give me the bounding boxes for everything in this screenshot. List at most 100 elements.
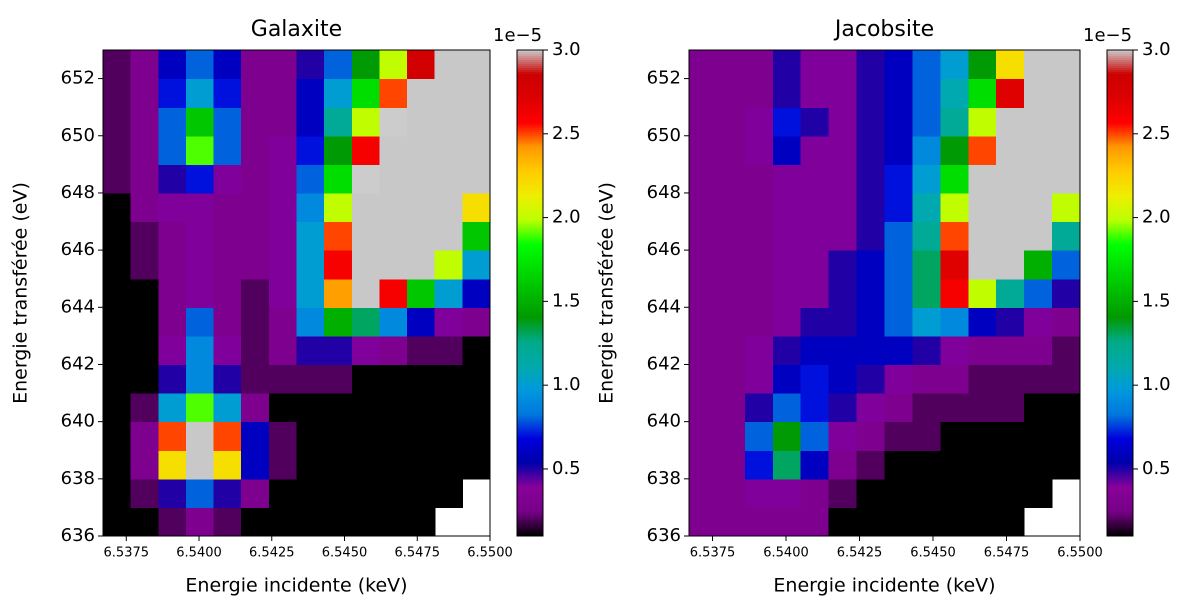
heatmap-cell: [689, 107, 718, 137]
colorbar-step: [517, 178, 543, 181]
heatmap-cell: [689, 393, 718, 423]
colorbar-step: [1107, 508, 1133, 511]
colorbar-step: [517, 472, 543, 475]
heatmap-cell: [351, 221, 381, 251]
heatmap-cell: [379, 50, 408, 80]
colorbar-step: [1107, 208, 1133, 211]
colorbar-step: [517, 200, 543, 203]
colorbar-step: [1107, 360, 1133, 363]
heatmap-cell: [241, 135, 270, 165]
heatmap-cell: [379, 335, 408, 366]
heatmap-cell: [185, 335, 215, 366]
colorbar-step: [1107, 192, 1133, 195]
heatmap-cell: [268, 164, 298, 194]
colorbar-step: [1107, 178, 1133, 181]
colorbar-step: [517, 382, 543, 385]
heatmap-cell: [1052, 78, 1081, 108]
colorbar-step: [1107, 466, 1133, 469]
heatmap-cell: [1052, 335, 1081, 366]
heatmap-cell: [689, 278, 718, 308]
colorbar-step: [1107, 50, 1133, 53]
colorbar-step: [1107, 286, 1133, 289]
heatmap-cell: [379, 421, 408, 451]
heatmap-cell: [434, 278, 463, 308]
heatmap-cell: [407, 507, 436, 537]
heatmap-cell: [996, 250, 1025, 280]
colorbar-step: [517, 156, 543, 159]
colorbar-step: [517, 230, 543, 233]
heatmap-cell: [996, 50, 1025, 80]
heatmap-cell: [940, 107, 969, 137]
colorbar-step: [1107, 344, 1133, 347]
heatmap-cell: [434, 478, 463, 509]
colorbar-step: [517, 224, 543, 227]
heatmap-cell: [213, 364, 242, 394]
heatmap-cell: [213, 478, 242, 509]
heatmap-cell: [912, 507, 941, 537]
colorbar-step: [1107, 138, 1133, 141]
heatmap-cell: [884, 107, 914, 137]
colorbar-step: [1107, 126, 1133, 129]
heatmap-cell: [772, 278, 802, 308]
colorbar-step: [517, 88, 543, 91]
heatmap-cell: [268, 421, 298, 451]
heatmap-cell: [856, 278, 886, 308]
colorbar-tick-label: 3.0: [552, 39, 581, 60]
colorbar-step: [1107, 404, 1133, 407]
heatmap-cell: [268, 50, 298, 80]
colorbar-step: [1107, 450, 1133, 453]
heatmap-cell: [434, 192, 463, 223]
heatmap-cell: [689, 307, 718, 337]
heatmap-cell: [884, 164, 914, 194]
colorbar-step: [1107, 474, 1133, 477]
colorbar-step: [517, 164, 543, 167]
heatmap-cell: [185, 393, 215, 423]
heatmap-cell: [351, 164, 381, 194]
colorbar-step: [1107, 434, 1133, 437]
heatmap-cell: [968, 107, 997, 137]
y-tick-label: 650: [61, 125, 95, 146]
colorbar-step: [1107, 280, 1133, 283]
colorbar-step: [517, 92, 543, 95]
heatmap-cell: [800, 78, 830, 108]
heatmap-cell: [268, 335, 298, 366]
heatmap-cell: [772, 192, 802, 223]
heatmap-cell: [213, 335, 242, 366]
heatmap-cell: [772, 135, 802, 165]
colorbar-step: [1107, 298, 1133, 301]
heatmap-cell: [716, 507, 746, 537]
colorbar-step: [517, 58, 543, 61]
colorbar-step: [517, 456, 543, 459]
heatmap-cell: [996, 135, 1025, 165]
colorbar-step: [517, 534, 543, 537]
colorbar-step: [1107, 62, 1133, 65]
colorbar-step: [1107, 180, 1133, 183]
heatmap-cell: [968, 307, 997, 337]
heatmap-cell: [1024, 364, 1053, 394]
colorbar-step: [517, 522, 543, 525]
colorbar-step: [1107, 216, 1133, 219]
colorbar-step: [1107, 362, 1133, 365]
heatmap-cell: [130, 135, 159, 165]
colorbar-step: [517, 126, 543, 129]
colorbar-step: [1107, 346, 1133, 349]
chart-title: Galaxite: [251, 17, 342, 42]
x-tick-label: 6.5500: [1057, 546, 1103, 561]
heatmap-cell: [407, 421, 436, 451]
colorbar-step: [1107, 408, 1133, 411]
colorbar-step: [517, 332, 543, 335]
colorbar-step: [517, 220, 543, 223]
colorbar-tick-label: 1.0: [552, 374, 581, 395]
heatmap-cell: [1052, 393, 1081, 423]
heatmap-cell: [744, 278, 774, 308]
x-tick-label: 6.5425: [249, 546, 295, 561]
heatmap-cell: [940, 50, 969, 80]
heatmap-cell: [772, 364, 802, 394]
heatmap-cell: [324, 278, 353, 308]
colorbar-step: [517, 212, 543, 215]
heatmap-cell: [434, 307, 463, 337]
colorbar-step: [1107, 218, 1133, 221]
heatmap-cell: [185, 221, 215, 251]
heatmap-cell: [379, 250, 408, 280]
